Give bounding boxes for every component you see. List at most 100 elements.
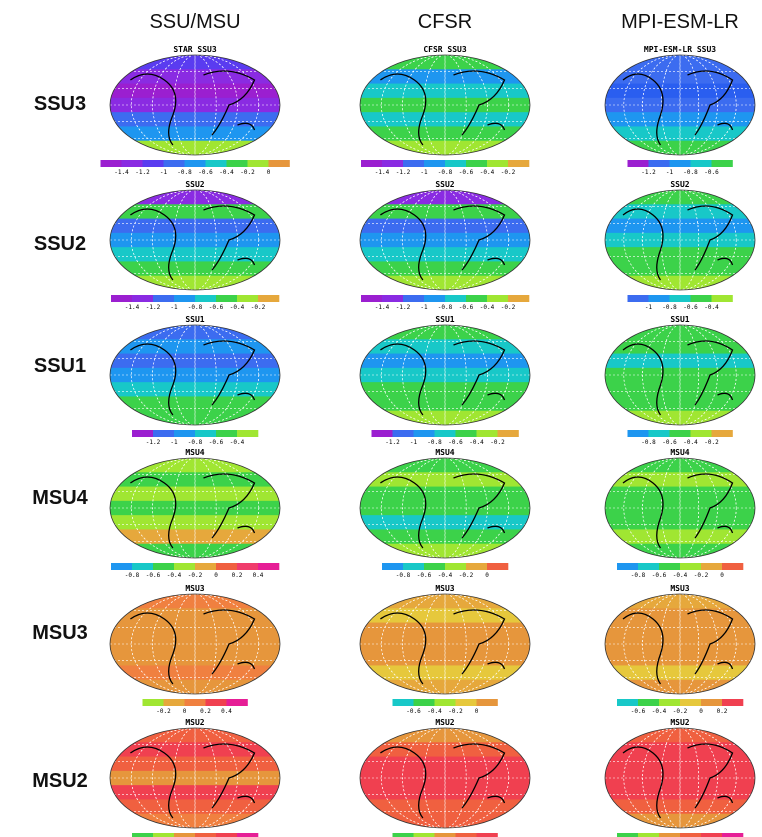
colorbar-segment: [648, 295, 670, 302]
map-outline: [604, 593, 756, 695]
colorbar-label: -1: [170, 439, 178, 446]
row-label: SSU2: [34, 233, 86, 255]
graticule: [402, 728, 488, 828]
coastline: [130, 70, 256, 146]
map: [110, 190, 280, 290]
coastline: [622, 340, 734, 416]
graticule: [423, 594, 467, 694]
colorbar-segment: [382, 563, 404, 570]
coastline: [380, 70, 506, 146]
colorbar-segment: [711, 160, 733, 167]
column-header: SSU/MSU: [149, 11, 240, 33]
colorbar-label: -0.4: [427, 708, 442, 715]
colorbar-label: -1: [420, 169, 428, 176]
colorbar-segment: [392, 833, 414, 837]
graticule: [152, 190, 238, 290]
colorbar-segment: [361, 160, 383, 167]
colorbar-segment: [216, 430, 238, 437]
map-outline: [359, 727, 531, 829]
colorbar-segment: [258, 563, 280, 570]
colorbar-label: -0.8: [177, 169, 192, 176]
graticule: [623, 55, 737, 155]
panel-title: MSU4: [185, 448, 204, 457]
panel-title: SSU1: [185, 315, 204, 324]
colorbar-label: -1.4: [375, 169, 390, 176]
colorbar-segment: [216, 563, 238, 570]
colorbar-segment: [466, 295, 488, 302]
colorbar-segment: [132, 295, 154, 302]
colorbar-label: -1: [666, 169, 674, 176]
colorbar-segment: [508, 295, 530, 302]
colorbar-segment: [508, 160, 530, 167]
colorbar-segment: [487, 563, 509, 570]
colorbar-segment: [680, 699, 702, 706]
colorbar-segment: [382, 160, 404, 167]
colorbar-segment: [638, 699, 660, 706]
colorbar-label: -0.8: [125, 572, 140, 579]
graticule: [423, 325, 467, 425]
colorbar-label: 0.2: [717, 708, 728, 715]
graticule: [623, 728, 737, 828]
colorbar-label: -0.6: [459, 169, 474, 176]
colorbar-segment: [434, 430, 456, 437]
graticule: [402, 325, 488, 425]
map-outline: [109, 727, 281, 829]
graticule: [380, 190, 510, 290]
colorbar-label: -0.8: [631, 572, 646, 579]
colorbar-segment: [711, 430, 733, 437]
colorbar-label: -0.4: [480, 169, 495, 176]
colorbar-segment: [627, 430, 649, 437]
colorbar-label: -0.4: [438, 572, 453, 579]
colorbar-segment: [111, 563, 133, 570]
colorbar-label: -0.4: [652, 708, 667, 715]
graticule: [642, 190, 718, 290]
colorbar-segment: [153, 833, 175, 837]
colorbar-segment: [659, 699, 681, 706]
graticule: [173, 728, 217, 828]
colorbar-segment: [195, 833, 217, 837]
colorbar-label: 0.2: [232, 572, 243, 579]
colorbar-label: -0.8: [438, 304, 453, 311]
panel-title: MSU2: [435, 718, 454, 727]
graticule: [642, 55, 718, 155]
colorbar-segment: [617, 833, 639, 837]
column-header: MPI-ESM-LR: [621, 11, 739, 33]
colorbar-segment: [680, 833, 702, 837]
coastline: [380, 205, 506, 281]
graticule: [152, 594, 238, 694]
colorbar-label: -0.4: [673, 572, 688, 579]
colorbar-label: 0.4: [253, 572, 264, 579]
colorbar-segment: [142, 699, 164, 706]
graticule: [152, 458, 238, 558]
graticule: [660, 728, 700, 828]
colorbar-segment: [424, 563, 446, 570]
colorbar-segment: [163, 160, 185, 167]
coastline: [622, 205, 734, 281]
coastline: [130, 205, 256, 281]
colorbar-label: -0.2: [501, 304, 516, 311]
colorbar-segment: [455, 699, 477, 706]
colorbar-segment: [205, 699, 227, 706]
colorbar-segment: [638, 563, 660, 570]
colorbar-label: -0.4: [683, 439, 698, 446]
colorbar-segment: [617, 563, 639, 570]
colorbar-label: -0.6: [417, 572, 432, 579]
row-label: MSU3: [32, 622, 88, 644]
colorbar-label: -1: [170, 304, 178, 311]
colorbar-segment: [476, 699, 498, 706]
map-outline: [359, 324, 531, 426]
graticule: [130, 458, 260, 558]
graticule: [623, 458, 737, 558]
colorbar-segment: [237, 563, 259, 570]
colorbar-segment: [701, 563, 723, 570]
graticule: [130, 728, 260, 828]
colorbar-segment: [184, 160, 206, 167]
colorbar-segment: [424, 295, 446, 302]
colorbar-segment: [413, 699, 435, 706]
colorbar-segment: [174, 833, 196, 837]
graticule: [660, 190, 700, 290]
colorbar-label: -0.8: [641, 439, 656, 446]
coastline: [380, 473, 506, 549]
colorbar-label: 0.2: [200, 708, 211, 715]
graticule: [642, 458, 718, 558]
